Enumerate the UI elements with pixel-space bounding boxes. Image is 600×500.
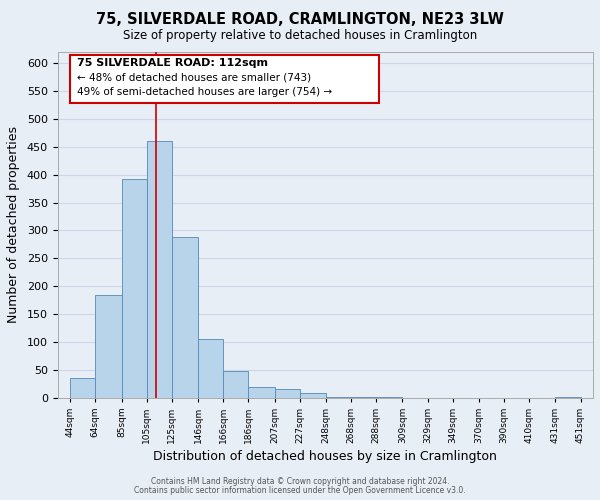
X-axis label: Distribution of detached houses by size in Cramlington: Distribution of detached houses by size … — [154, 450, 497, 463]
Bar — [351, 397, 376, 398]
Bar — [122, 178, 147, 398]
Text: 49% of semi-detached houses are larger (754) →: 49% of semi-detached houses are larger (… — [77, 88, 332, 98]
Bar — [172, 237, 198, 398]
Text: Contains public sector information licensed under the Open Government Licence v3: Contains public sector information licen… — [134, 486, 466, 495]
Text: Contains HM Land Registry data © Crown copyright and database right 2024.: Contains HM Land Registry data © Crown c… — [151, 477, 449, 486]
Bar — [248, 386, 275, 398]
Bar — [95, 294, 122, 398]
Bar — [326, 396, 351, 398]
FancyBboxPatch shape — [70, 54, 379, 104]
Bar — [198, 339, 223, 398]
Bar — [299, 393, 326, 398]
Bar — [223, 371, 248, 398]
Bar — [147, 141, 172, 398]
Bar — [376, 397, 403, 398]
Text: Size of property relative to detached houses in Cramlington: Size of property relative to detached ho… — [123, 28, 477, 42]
Bar — [556, 397, 581, 398]
Y-axis label: Number of detached properties: Number of detached properties — [7, 126, 20, 324]
Bar — [70, 378, 95, 398]
Bar — [275, 390, 299, 398]
Text: 75, SILVERDALE ROAD, CRAMLINGTON, NE23 3LW: 75, SILVERDALE ROAD, CRAMLINGTON, NE23 3… — [96, 12, 504, 28]
Text: 75 SILVERDALE ROAD: 112sqm: 75 SILVERDALE ROAD: 112sqm — [77, 58, 268, 68]
Text: ← 48% of detached houses are smaller (743): ← 48% of detached houses are smaller (74… — [77, 73, 311, 83]
